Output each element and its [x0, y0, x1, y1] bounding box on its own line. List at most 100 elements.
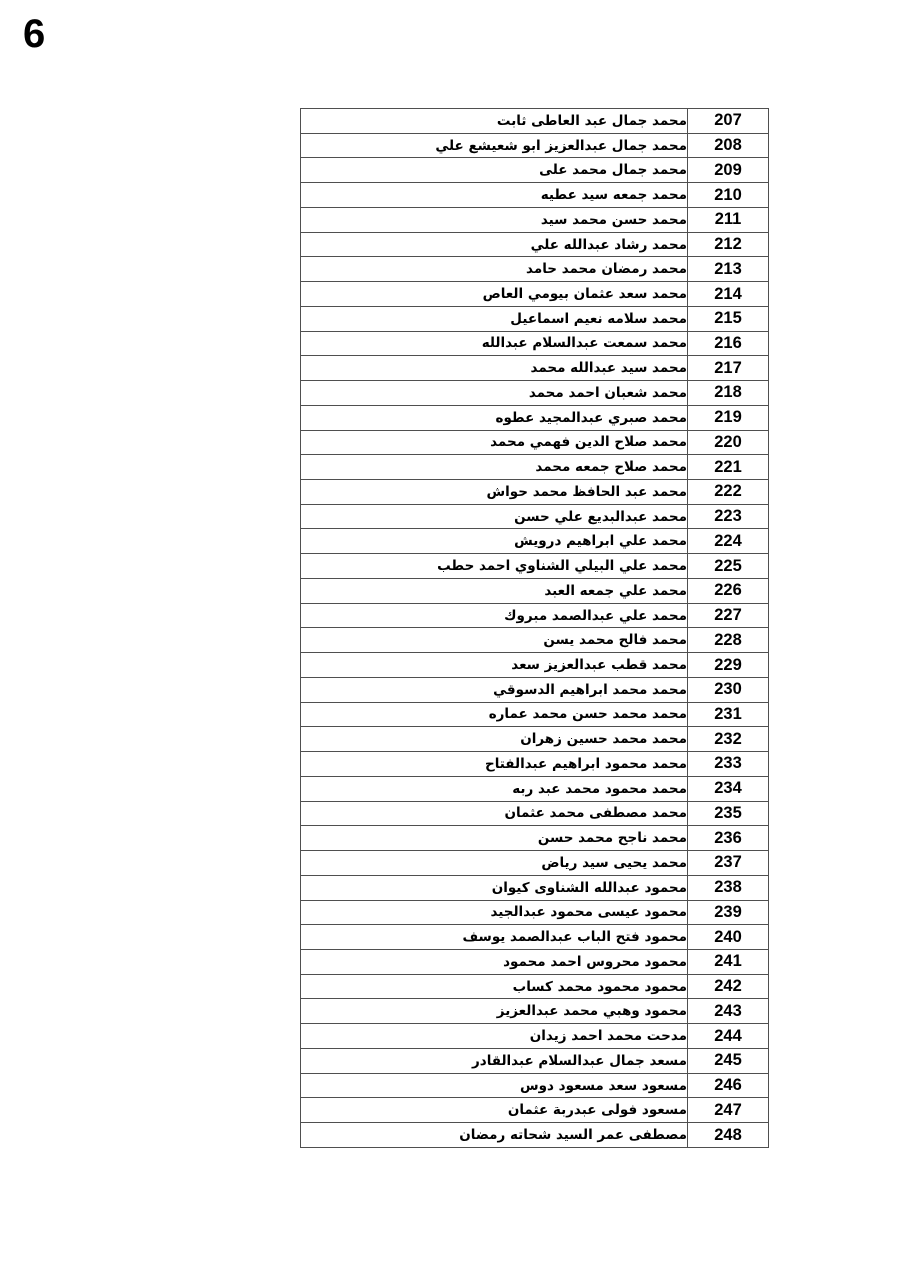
name-cell: محمد جمال عبدالعزيز ابو شعيشع علي — [300, 132, 688, 159]
table-row: محمد شعبان احمد محمد 218 — [300, 380, 769, 406]
serial-number-cell: 223 — [687, 503, 769, 530]
table-row: محمد صلاح جمعه محمد 221 — [300, 454, 769, 481]
table-row: محمد رمضان محمد حامد 213 — [300, 256, 769, 283]
table-row: محمد سمعت عبدالسلام عبدالله 216 — [300, 330, 769, 357]
table-row: محمد صبري عبدالمجيد عطوه 219 — [300, 404, 769, 431]
serial-number-cell: 232 — [687, 726, 769, 753]
serial-number-cell: 224 — [687, 528, 769, 555]
table-row: محمد محمد حسين زهران 232 — [300, 726, 769, 753]
serial-number-cell: 213 — [687, 256, 769, 283]
table-row: محمد عبد الحافظ محمد حواش 222 — [300, 479, 769, 505]
table-row: محمد علي البيلي الشناوي احمد حطب 225 — [300, 553, 769, 579]
serial-number-cell: 240 — [687, 924, 769, 950]
name-cell: محمد سلامه نعيم اسماعيل — [300, 305, 688, 332]
name-cell: محمد علي ابراهيم درويش — [300, 528, 688, 555]
table-row: مسعود فولى عبدربة عثمان 247 — [300, 1097, 769, 1124]
table-row: محمد مصطفى محمد عثمان 235 — [300, 800, 769, 827]
name-cell: مسعود سعد مسعود دوس — [300, 1072, 688, 1099]
serial-number-cell: 231 — [687, 701, 769, 728]
name-cell: محمود عبدالله الشناوى كيوان — [300, 874, 688, 901]
table-row: محمد حسن محمد سيد 211 — [300, 206, 769, 233]
serial-number-cell: 208 — [687, 132, 769, 159]
name-cell: محمد جمال عبد العاطى ثابت — [300, 108, 688, 134]
name-cell: محمد شعبان احمد محمد — [300, 380, 688, 406]
serial-number-cell: 218 — [687, 380, 769, 406]
name-cell: محمود محمود محمد كساب — [300, 973, 688, 1000]
name-cell: محمد سيد عبدالله محمد — [300, 355, 688, 382]
serial-number-cell: 237 — [687, 850, 769, 876]
table-row: محمد محمد ابراهيم الدسوقي 230 — [300, 676, 769, 703]
table-row: محمد عبدالبديع علي حسن 223 — [300, 503, 769, 530]
serial-number-cell: 211 — [687, 206, 769, 233]
name-cell: محمد جمعه سيد عطيه — [300, 182, 688, 208]
name-cell: محمد مصطفى محمد عثمان — [300, 800, 688, 827]
serial-number-cell: 229 — [687, 652, 769, 678]
table-row: محمد جمال محمد على 209 — [300, 157, 769, 184]
serial-number-cell: 228 — [687, 627, 769, 654]
serial-number-cell: 214 — [687, 281, 769, 307]
serial-number-cell: 239 — [687, 899, 769, 926]
serial-number-cell: 209 — [687, 157, 769, 184]
table-row: محمد يحيى سيد رياض 237 — [300, 850, 769, 876]
serial-number-cell: 216 — [687, 330, 769, 357]
name-cell: محمد سمعت عبدالسلام عبدالله — [300, 330, 688, 357]
table-row: محمد علي عبدالصمد مبروك 227 — [300, 602, 769, 629]
serial-number-cell: 235 — [687, 800, 769, 827]
table-row: محمد ناجح محمد حسن 236 — [300, 825, 769, 852]
roster-body: محمد جمال عبد العاطى ثابت 207 محمد جمال عب… — [300, 108, 769, 1148]
table-row: محمد محمود محمد عبد ربه 234 — [300, 775, 769, 802]
table-row: محمود عيسى محمود عبدالجيد 239 — [300, 899, 769, 926]
serial-number-cell: 248 — [687, 1122, 769, 1148]
name-cell: محمد جمال محمد على — [300, 157, 688, 184]
table-row: محمد جمعه سيد عطيه 210 — [300, 182, 769, 208]
serial-number-cell: 226 — [687, 577, 769, 604]
serial-number-cell: 225 — [687, 553, 769, 579]
serial-number-cell: 243 — [687, 998, 769, 1025]
serial-number-cell: 221 — [687, 454, 769, 481]
names-roster-table: محمد جمال عبد العاطى ثابت 207 محمد جمال عب… — [300, 108, 769, 1148]
serial-number-cell: 230 — [687, 676, 769, 703]
table-row: مسعد جمال عبدالسلام عبدالقادر 245 — [300, 1047, 769, 1074]
serial-number-cell: 217 — [687, 355, 769, 382]
serial-number-cell: 220 — [687, 429, 769, 456]
table-row: محمد سعد عثمان بيومي العاص 214 — [300, 281, 769, 307]
name-cell: محمد علي البيلي الشناوي احمد حطب — [300, 553, 688, 579]
serial-number-cell: 247 — [687, 1097, 769, 1124]
name-cell: محمد فالح محمد يسن — [300, 627, 688, 654]
serial-number-cell: 234 — [687, 775, 769, 802]
name-cell: محمد حسن محمد سيد — [300, 206, 688, 233]
serial-number-cell: 227 — [687, 602, 769, 629]
name-cell: محمد علي جمعه العبد — [300, 577, 688, 604]
table-row: محمود محروس احمد محمود 241 — [300, 948, 769, 975]
serial-number-cell: 222 — [687, 479, 769, 505]
table-row: محمد فالح محمد يسن 228 — [300, 627, 769, 654]
name-cell: محمد محمود محمد عبد ربه — [300, 775, 688, 802]
name-cell: محمد محمد حسن محمد عماره — [300, 701, 688, 728]
name-cell: محمد رمضان محمد حامد — [300, 256, 688, 283]
table-row: محمد محمد حسن محمد عماره 231 — [300, 701, 769, 728]
table-row: محمد سلامه نعيم اسماعيل 215 — [300, 305, 769, 332]
serial-number-cell: 238 — [687, 874, 769, 901]
table-row: محمود وهبي محمد عبدالعزيز 243 — [300, 998, 769, 1025]
serial-number-cell: 244 — [687, 1023, 769, 1049]
name-cell: مسعود فولى عبدربة عثمان — [300, 1097, 688, 1124]
name-cell: محمد صبري عبدالمجيد عطوه — [300, 404, 688, 431]
name-cell: محمود محروس احمد محمود — [300, 948, 688, 975]
table-row: مسعود سعد مسعود دوس 246 — [300, 1072, 769, 1099]
name-cell: مصطفى عمر السيد شحاته رمضان — [300, 1122, 688, 1148]
table-row: مصطفى عمر السيد شحاته رمضان 248 — [300, 1122, 769, 1148]
serial-number-cell: 241 — [687, 948, 769, 975]
name-cell: محمود عيسى محمود عبدالجيد — [300, 899, 688, 926]
name-cell: محمد عبدالبديع علي حسن — [300, 503, 688, 530]
table-row: محمد رشاد عبدالله علي 212 — [300, 231, 769, 258]
table-row: محمود فتح الباب عبدالصمد يوسف 240 — [300, 924, 769, 950]
serial-number-cell: 236 — [687, 825, 769, 852]
table-row: محمد صلاح الدين فهمي محمد 220 — [300, 429, 769, 456]
table-row: محمود عبدالله الشناوى كيوان 238 — [300, 874, 769, 901]
name-cell: محمد يحيى سيد رياض — [300, 850, 688, 876]
name-cell: محمد علي عبدالصمد مبروك — [300, 602, 688, 629]
serial-number-cell: 233 — [687, 751, 769, 777]
serial-number-cell: 210 — [687, 182, 769, 208]
serial-number-cell: 246 — [687, 1072, 769, 1099]
